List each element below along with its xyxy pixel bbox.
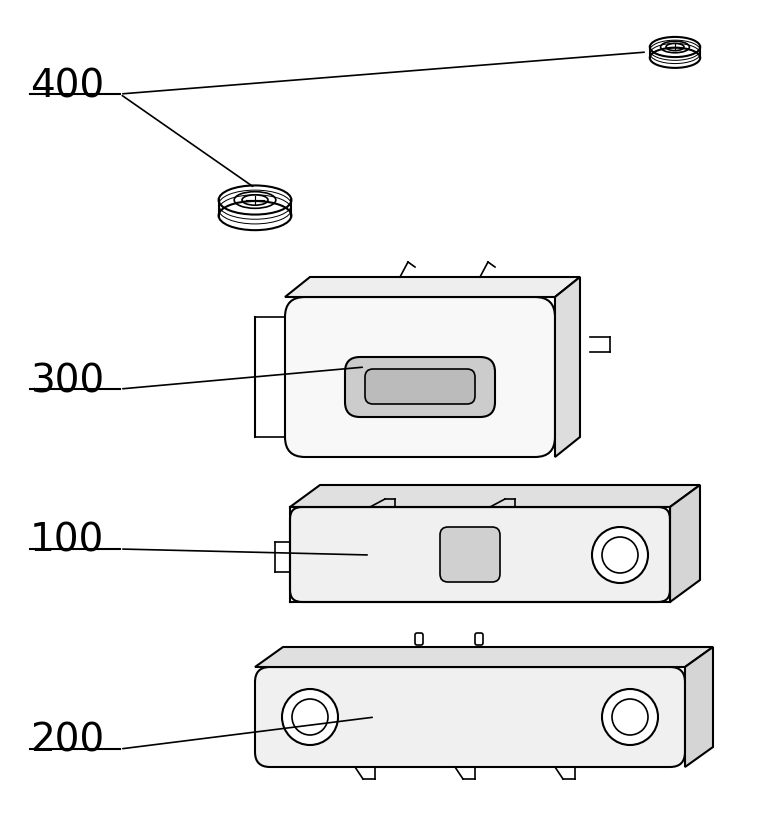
Circle shape	[602, 689, 658, 745]
FancyBboxPatch shape	[285, 297, 555, 457]
FancyBboxPatch shape	[255, 667, 685, 767]
Polygon shape	[670, 485, 700, 602]
Polygon shape	[685, 647, 713, 767]
Text: 400: 400	[30, 67, 104, 105]
Text: 200: 200	[30, 722, 104, 760]
Polygon shape	[285, 277, 580, 297]
Circle shape	[282, 689, 338, 745]
FancyBboxPatch shape	[440, 527, 500, 582]
Text: 300: 300	[30, 362, 104, 400]
FancyBboxPatch shape	[345, 357, 495, 417]
FancyBboxPatch shape	[290, 507, 670, 602]
FancyBboxPatch shape	[365, 369, 475, 404]
Text: 100: 100	[30, 522, 104, 560]
Polygon shape	[290, 485, 700, 507]
Polygon shape	[255, 647, 713, 667]
Circle shape	[592, 527, 648, 583]
Polygon shape	[555, 277, 580, 457]
